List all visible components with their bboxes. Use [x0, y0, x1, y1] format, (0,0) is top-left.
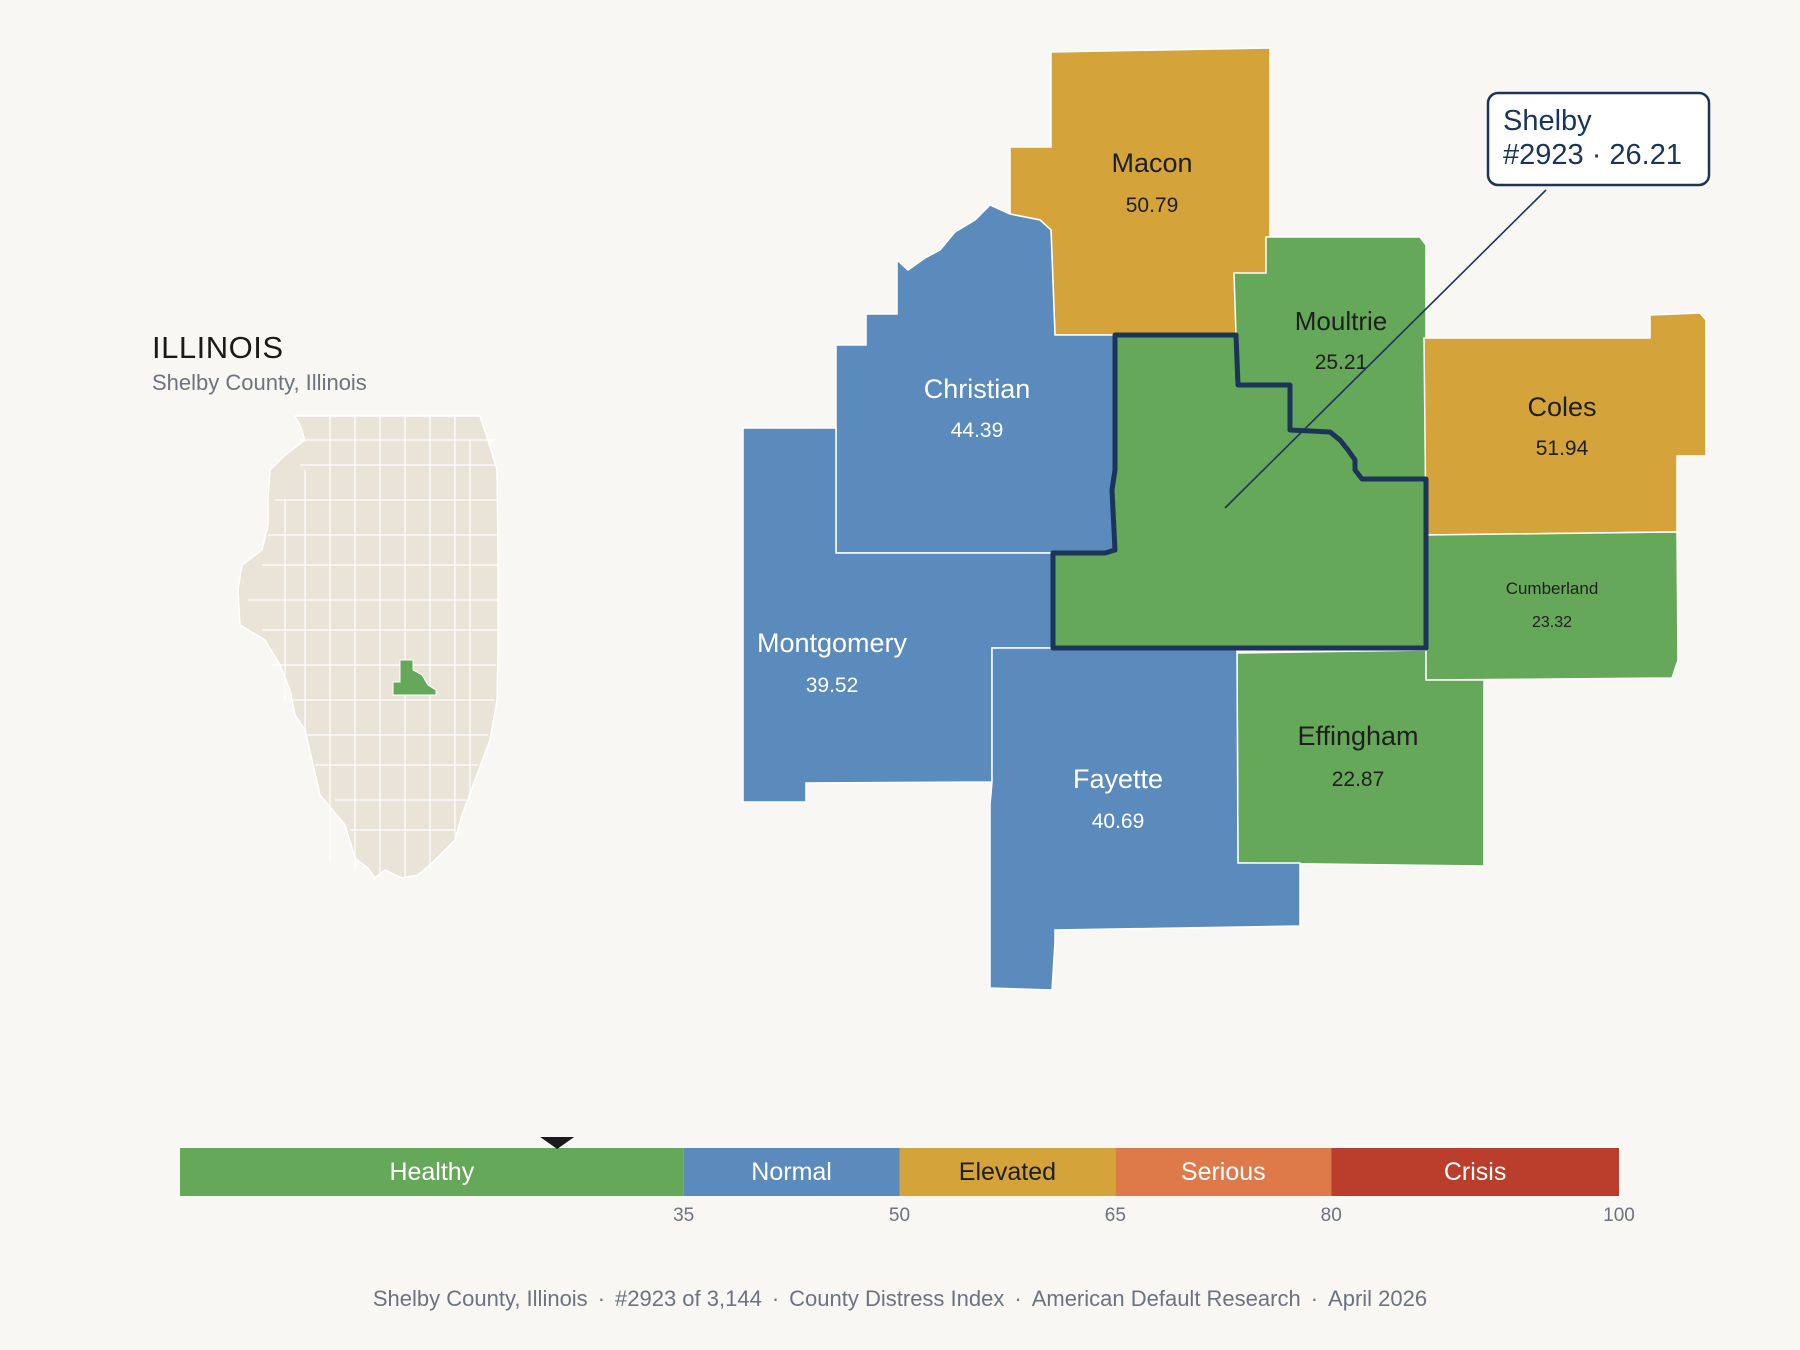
county-effingham[interactable]	[1236, 649, 1485, 867]
scale-tick-label: 50	[889, 1205, 910, 1226]
county-fayette[interactable]	[989, 647, 1301, 991]
footer-credits: Shelby County, Illinois · #2923 of 3,144 · C…	[0, 1286, 1800, 1312]
county-cumberland[interactable]	[1423, 531, 1679, 681]
footer-rank: #2923 of 3,144	[615, 1286, 762, 1311]
scale-tick-label: 80	[1321, 1205, 1342, 1226]
label-coles-name: Coles	[1527, 392, 1596, 422]
scale-tick-label: 35	[673, 1205, 694, 1226]
label-coles-value: 51.94	[1536, 437, 1589, 460]
scale-segment-healthy	[180, 1148, 684, 1196]
state-inset-map	[237, 415, 499, 880]
label-montgomery-value: 39.52	[806, 674, 859, 697]
footer-date: April 2026	[1328, 1286, 1428, 1311]
scale-label-normal: Normal	[751, 1158, 832, 1186]
label-effingham-value: 22.87	[1332, 768, 1385, 791]
inset-county-lines	[248, 416, 498, 878]
state-inset-header: ILLINOIS Shelby County, Illinois	[152, 330, 367, 396]
scale-marker-icon	[540, 1137, 575, 1149]
illinois-outline	[237, 415, 499, 880]
county-labels: Macon 50.79 Christian 44.39 Moultrie 25.…	[757, 148, 1598, 833]
label-macon-name: Macon	[1111, 148, 1192, 178]
footer-location: Shelby County, Illinois	[372, 1286, 588, 1311]
callout-county-name: Shelby	[1503, 105, 1592, 137]
scale-segment-elevated	[899, 1148, 1116, 1196]
state-name: ILLINOIS	[152, 330, 284, 365]
inset-selected-county	[392, 659, 437, 696]
scale-label-healthy: Healthy	[389, 1158, 474, 1186]
selected-county-callout: Shelby #2923 · 26.21	[1224, 91, 1711, 509]
scale-tick-label: 65	[1105, 1205, 1126, 1226]
label-moultrie-value: 25.21	[1315, 351, 1368, 374]
footer-source: American Default Research	[1031, 1286, 1301, 1311]
callout-rank-value: #2923 · 26.21	[1503, 139, 1682, 171]
scale-segment-crisis	[1331, 1148, 1619, 1196]
scale-label-crisis: Crisis	[1444, 1158, 1507, 1186]
label-effingham-name: Effingham	[1297, 721, 1418, 751]
label-fayette-value: 40.69	[1092, 810, 1145, 833]
footer-separator: ·	[1014, 1286, 1022, 1311]
label-macon-value: 50.79	[1126, 194, 1179, 217]
county-shelby[interactable]	[1050, 332, 1429, 651]
label-christian-value: 44.39	[951, 419, 1004, 442]
footer-separator: ·	[1310, 1286, 1319, 1311]
footer-separator: ·	[597, 1286, 606, 1311]
scale-tick-label: 100	[1603, 1205, 1635, 1226]
label-fayette-name: Fayette	[1073, 764, 1163, 794]
label-cumberland-name: Cumberland	[1506, 579, 1599, 598]
scale-segment-normal	[683, 1148, 900, 1196]
scale-label-serious: Serious	[1181, 1158, 1266, 1186]
callout-box	[1486, 91, 1711, 187]
scale-label-elevated: Elevated	[959, 1158, 1056, 1186]
footer-separator: ·	[771, 1286, 780, 1311]
scale-segment-serious	[1115, 1148, 1332, 1196]
state-subtitle: Shelby County, Illinois	[152, 370, 367, 395]
distress-scale-bar: Healthy Normal Elevated Serious Crisis 35 50 65…	[180, 1137, 1635, 1226]
county-coles[interactable]	[1423, 312, 1707, 536]
label-christian-name: Christian	[924, 374, 1031, 404]
county-map	[742, 47, 1707, 991]
label-montgomery-name: Montgomery	[757, 628, 908, 658]
label-moultrie-name: Moultrie	[1295, 306, 1387, 336]
label-cumberland-value: 23.32	[1532, 614, 1572, 631]
footer-index-name: County Distress Index	[789, 1286, 1005, 1311]
callout-leader-line	[1224, 189, 1547, 509]
